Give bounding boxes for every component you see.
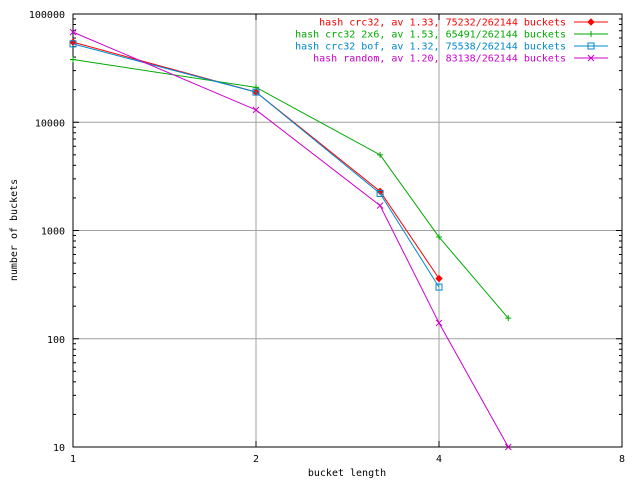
- series-line: [72, 41, 440, 279]
- legend-label: hash crc32 2x6, av 1.53, 65491/262144 bu…: [295, 30, 566, 41]
- x-tick-label: 2: [253, 454, 259, 465]
- data-point: [435, 274, 443, 283]
- legend-marker: [587, 18, 595, 26]
- x-tick-label: 4: [436, 454, 442, 465]
- legend-marker: [588, 31, 594, 37]
- y-tick-label: 1000: [41, 227, 65, 238]
- data-point: [376, 189, 384, 197]
- series-line: [72, 43, 440, 288]
- data-point: [252, 88, 260, 96]
- legend-label: hash crc32, av 1.33, 75232/262144 bucket…: [319, 18, 566, 29]
- y-tick-label: 10000: [35, 118, 65, 129]
- y-tick-label: 100: [47, 335, 65, 346]
- data-point: [435, 283, 443, 291]
- series-4: [69, 28, 512, 451]
- legend-entry: hash crc32 2x6, av 1.53, 65491/262144 bu…: [295, 30, 608, 41]
- legend-entry: hash crc32 bof, av 1.32, 75538/262144 bu…: [295, 42, 608, 53]
- data-point: [70, 56, 76, 63]
- data-point: [435, 319, 443, 327]
- x-tick-label: 8: [619, 454, 625, 465]
- legend-entry: hash random, av 1.20, 83138/262144 bucke…: [313, 54, 608, 65]
- legend-marker: [587, 54, 595, 62]
- series-2: [70, 56, 512, 322]
- legend-label: hash random, av 1.20, 83138/262144 bucke…: [313, 54, 566, 65]
- y-tick-label: 10: [53, 443, 65, 454]
- legend-label: hash crc32 bof, av 1.32, 75538/262144 bu…: [295, 42, 566, 53]
- data-point: [69, 40, 77, 48]
- x-axis-label: bucket length: [308, 468, 386, 479]
- axis-ticks: 10 100 1000 10000 100000 1 2 4 8: [29, 10, 625, 465]
- data-point: [376, 202, 384, 209]
- series-3: [69, 40, 443, 291]
- y-axis-label: number of buckets: [9, 179, 20, 281]
- series-group: [69, 28, 512, 451]
- x-tick-label: 1: [70, 454, 76, 465]
- data-point: [69, 28, 77, 36]
- data-point: [504, 443, 512, 451]
- y-tick-label: 100000: [29, 10, 65, 21]
- data-point: [436, 234, 442, 241]
- legend: hash crc32, av 1.33, 75232/262144 bucket…: [295, 18, 608, 65]
- legend-marker: [587, 42, 595, 50]
- data-point: [505, 315, 512, 322]
- legend-entry: hash crc32, av 1.33, 75232/262144 bucket…: [319, 18, 608, 29]
- data-point: [252, 106, 260, 114]
- data-point: [377, 151, 384, 158]
